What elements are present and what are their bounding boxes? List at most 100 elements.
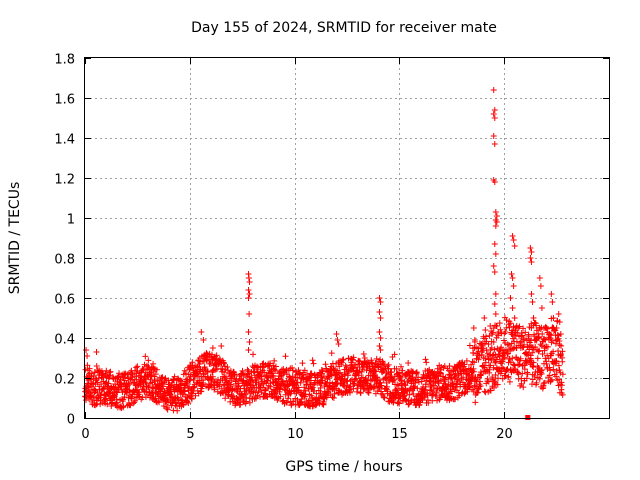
data-point (282, 353, 289, 360)
data-point (349, 356, 356, 363)
data-point (208, 377, 215, 384)
y-tick-label: 0.8 (54, 253, 75, 268)
y-tick-label: 1.8 (54, 53, 75, 68)
data-point (254, 392, 261, 399)
data-point (308, 377, 315, 384)
data-point (485, 378, 492, 385)
data-point (120, 403, 127, 410)
data-point (425, 399, 432, 406)
data-point (192, 392, 199, 399)
y-tick-label: 1.6 (54, 93, 75, 108)
data-point (231, 371, 238, 378)
data-point (319, 368, 326, 375)
data-point (253, 395, 260, 402)
data-point (490, 263, 497, 269)
data-point (533, 379, 540, 386)
data-point (482, 327, 489, 333)
data-point (543, 360, 550, 367)
data-point (504, 350, 511, 357)
data-point (448, 388, 455, 395)
data-point (250, 351, 257, 358)
data-point (454, 367, 461, 374)
data-point (142, 379, 149, 386)
data-point (541, 379, 548, 386)
data-point (152, 371, 159, 378)
data-point (188, 396, 195, 403)
data-point (379, 369, 386, 376)
data-point (494, 331, 501, 337)
data-point (468, 375, 475, 382)
data-point (277, 393, 284, 400)
data-points (82, 87, 566, 420)
data-point (377, 299, 384, 305)
data-point (126, 381, 133, 388)
data-point (555, 311, 562, 317)
data-point (245, 275, 252, 281)
data-point (200, 370, 207, 377)
data-point (222, 373, 229, 380)
data-point (397, 393, 404, 400)
data-point (530, 315, 537, 321)
data-point (422, 386, 429, 393)
data-point (233, 387, 240, 394)
data-point (489, 352, 496, 359)
data-point (347, 389, 354, 396)
data-point (552, 340, 559, 347)
data-point (377, 347, 384, 353)
data-point (105, 380, 112, 387)
data-point (376, 309, 383, 315)
data-point (203, 357, 210, 364)
data-point (494, 381, 501, 388)
data-point (169, 379, 176, 386)
data-point (511, 362, 518, 369)
data-point (160, 383, 167, 390)
data-point (172, 399, 179, 406)
data-point (539, 331, 546, 338)
data-point (395, 399, 402, 406)
data-point (298, 396, 305, 403)
data-point (537, 367, 544, 374)
chart-title: Day 155 of 2024, SRMTID for receiver mat… (191, 20, 497, 36)
data-point (503, 317, 510, 324)
data-point (470, 325, 477, 331)
data-point (295, 386, 302, 393)
data-point (220, 360, 227, 367)
data-point (470, 368, 477, 375)
data-point (437, 377, 444, 384)
data-point (317, 384, 324, 391)
data-point (255, 381, 262, 388)
data-point (332, 371, 339, 378)
data-point (507, 320, 514, 327)
data-point (510, 237, 517, 243)
data-point (94, 379, 101, 386)
data-point (97, 392, 104, 399)
data-point (248, 377, 255, 384)
data-point (87, 376, 94, 383)
data-point (378, 390, 385, 397)
data-point (339, 357, 346, 364)
data-point (521, 341, 528, 348)
data-point (540, 380, 547, 387)
data-point (559, 371, 566, 378)
data-point (556, 366, 563, 373)
data-point (221, 369, 228, 376)
data-point (461, 361, 468, 368)
data-point (133, 364, 140, 371)
data-point (309, 403, 316, 410)
data-point (227, 398, 234, 405)
data-point (90, 393, 97, 400)
data-point (164, 403, 171, 410)
data-point (396, 369, 403, 376)
data-point (382, 374, 389, 381)
data-point (491, 179, 498, 185)
data-point (222, 395, 229, 402)
data-point (227, 381, 234, 388)
data-point (378, 382, 385, 389)
data-point (175, 395, 182, 402)
data-point (349, 365, 356, 372)
data-point (330, 394, 337, 401)
data-point (297, 370, 304, 377)
data-point (472, 399, 479, 406)
data-point (437, 366, 444, 373)
